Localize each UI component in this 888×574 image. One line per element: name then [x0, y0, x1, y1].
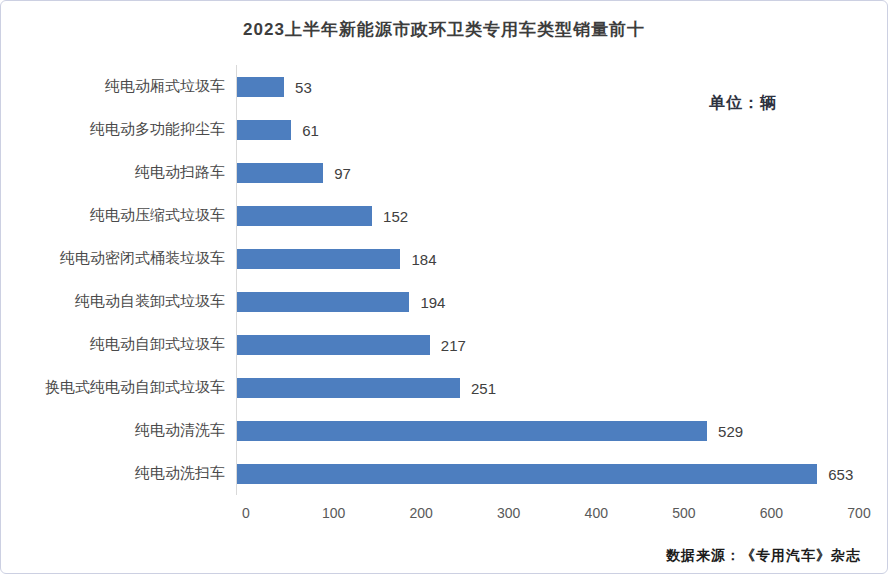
bar-rows: 纯电动厢式垃圾车 53 纯电动多功能抑尘车 61 纯电动扫路车 97 纯电动压缩式垃圾车 15… [31, 65, 859, 495]
bar-row: 纯电动清洗车 529 [31, 409, 859, 452]
chart-title: 2023上半年新能源市政环卫类专用车类型销量前十 [1, 18, 887, 41]
bar-track: 53 [236, 65, 859, 108]
x-tick-label: 400 [585, 505, 608, 521]
x-tick-label: 500 [672, 505, 695, 521]
bar-track: 653 [236, 452, 859, 495]
chart-panel: 2023上半年新能源市政环卫类专用车类型销量前十 单位：辆 纯电动厢式垃圾车53… [0, 0, 888, 574]
bar [237, 206, 372, 226]
bar-track: 529 [236, 409, 859, 452]
bar-row: 纯电动扫路车 97 [31, 151, 859, 194]
bar-row: 纯电动洗扫车 653 [31, 452, 859, 495]
bar-track: 184 [236, 237, 859, 280]
x-tick-label: 700 [847, 505, 870, 521]
bar [237, 120, 291, 140]
category-label: 纯电动压缩式垃圾车 [31, 194, 236, 237]
value-label: 53 [295, 78, 312, 95]
source-note: 数据来源：《专用汽车》杂志 [666, 547, 861, 565]
category-label: 纯电动扫路车 [31, 151, 236, 194]
bar-track: 61 [236, 108, 859, 151]
x-axis: 0100200300400500600700 [246, 501, 859, 527]
bar-row: 纯电动压缩式垃圾车 152 [31, 194, 859, 237]
category-label: 纯电动多功能抑尘车 [31, 108, 236, 151]
value-label: 152 [383, 207, 408, 224]
bar-track: 217 [236, 323, 859, 366]
bar [237, 378, 460, 398]
value-label: 184 [411, 250, 436, 267]
bar-row: 纯电动自装卸式垃圾车 194 [31, 280, 859, 323]
bar [237, 292, 409, 312]
category-label: 纯电动厢式垃圾车 [31, 65, 236, 108]
bar [237, 335, 430, 355]
category-label: 纯电动密闭式桶装垃圾车 [31, 237, 236, 280]
x-tick-label: 600 [760, 505, 783, 521]
category-label: 纯电动自卸式垃圾车 [31, 323, 236, 366]
x-tick-label: 0 [242, 505, 250, 521]
bar-track: 152 [236, 194, 859, 237]
bar-row: 纯电动自卸式垃圾车 217 [31, 323, 859, 366]
value-label: 194 [420, 293, 445, 310]
value-label: 217 [441, 336, 466, 353]
value-label: 97 [334, 164, 351, 181]
bar-row: 纯电动密闭式桶装垃圾车 184 [31, 237, 859, 280]
bar [237, 421, 707, 441]
bar-chart: 纯电动厢式垃圾车 53 纯电动多功能抑尘车 61 纯电动扫路车 97 纯电动压缩式垃圾车 15… [31, 65, 859, 527]
bar-row: 纯电动多功能抑尘车 61 [31, 108, 859, 151]
bar-row: 纯电动厢式垃圾车 53 [31, 65, 859, 108]
bar-track: 251 [236, 366, 859, 409]
bar [237, 464, 817, 484]
bar-track: 194 [236, 280, 859, 323]
bar [237, 163, 323, 183]
value-label: 529 [718, 422, 743, 439]
x-tick-label: 300 [497, 505, 520, 521]
bar [237, 249, 400, 269]
value-label: 61 [302, 121, 319, 138]
category-label: 纯电动清洗车 [31, 409, 236, 452]
value-label: 251 [471, 379, 496, 396]
x-tick-label: 100 [322, 505, 345, 521]
category-label: 纯电动自装卸式垃圾车 [31, 280, 236, 323]
category-label: 纯电动洗扫车 [31, 452, 236, 495]
value-label: 653 [828, 465, 853, 482]
category-label: 换电式纯电动自卸式垃圾车 [31, 366, 236, 409]
bar-row: 换电式纯电动自卸式垃圾车 251 [31, 366, 859, 409]
x-tick-label: 200 [409, 505, 432, 521]
bar-track: 97 [236, 151, 859, 194]
bar [237, 77, 284, 97]
